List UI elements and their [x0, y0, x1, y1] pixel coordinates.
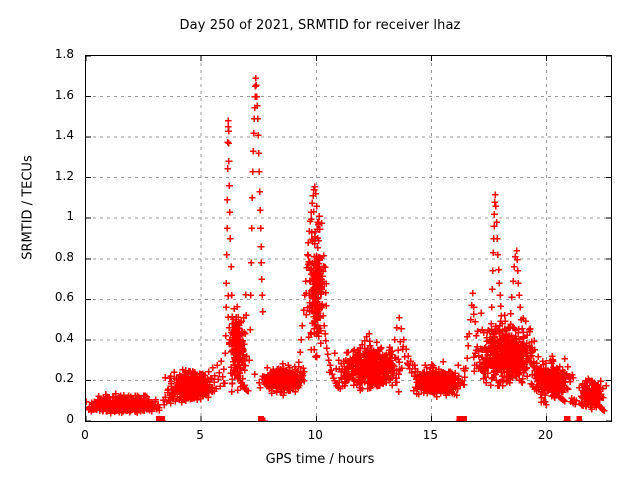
y-tick-label: 0.2: [54, 371, 74, 386]
zero-gap-marker: [576, 416, 583, 421]
x-tick-label: 0: [81, 428, 89, 442]
x-tick-label: 15: [422, 428, 439, 442]
x-tick-label: 5: [196, 428, 204, 442]
y-tick-label: 0: [66, 412, 74, 426]
zero-gap-marker: [563, 416, 571, 421]
y-tick-label: 1.6: [54, 87, 74, 102]
zero-gap-marker: [456, 416, 468, 421]
zero-gap-marker: [258, 416, 264, 421]
x-tick-label: 10: [307, 428, 323, 442]
y-tick-label: 0.8: [54, 249, 74, 264]
x-tick-label: 20: [537, 428, 554, 442]
y-tick-label: 1: [66, 209, 74, 224]
y-tick-label: 0.4: [54, 330, 74, 345]
plot-frame: [85, 55, 612, 422]
y-tick-label: 0.6: [54, 290, 74, 305]
zero-gap-marker: [156, 416, 165, 421]
x-axis-label: GPS time / hours: [265, 452, 375, 467]
y-tick-label: 1.4: [54, 128, 74, 143]
chart-title: Day 250 of 2021, SRMTID for receiver lha…: [179, 18, 461, 33]
y-tick-label: 1.2: [54, 168, 74, 183]
y-tick-label: 1.8: [54, 47, 74, 61]
scatter-series-srmtid: [86, 75, 610, 421]
plot-area: [86, 56, 611, 421]
